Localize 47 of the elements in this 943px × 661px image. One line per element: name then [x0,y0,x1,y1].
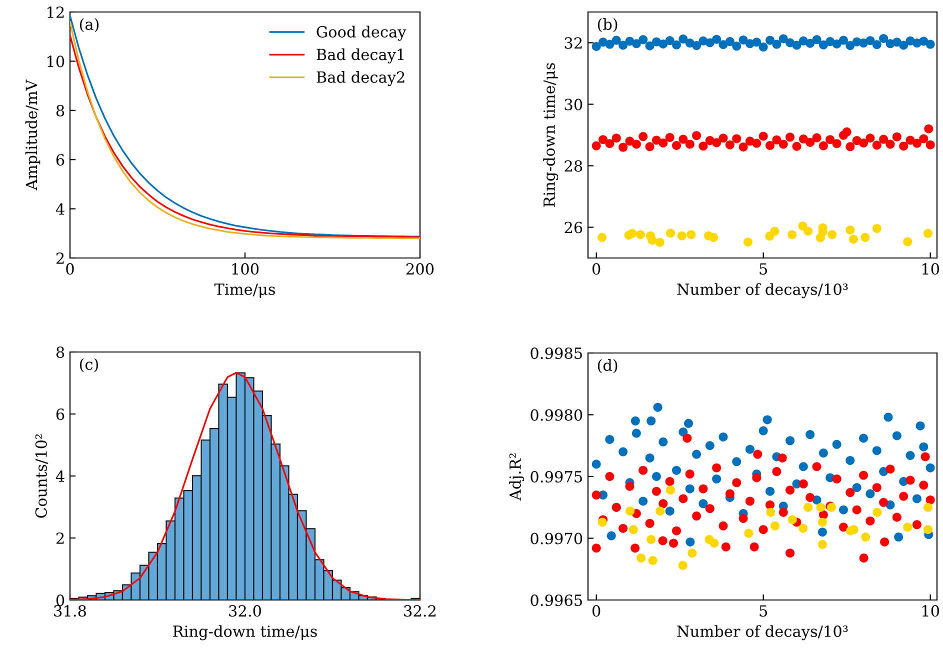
x-tick-label: 100 [232,263,259,275]
y-tick-label: 0.9975 [530,470,582,483]
y-tick-label: 2 [56,532,64,544]
y-axis-title: Amplitude/mV [25,80,40,190]
y-tick-label: 0 [56,594,64,606]
y-axis-title: Counts/10² [35,434,48,518]
x-tick-label: 31.8 [54,605,86,617]
y-tick-label: 4 [56,203,64,215]
x-axis-title: Time/μs [214,284,275,298]
y-tick-label: 12 [48,6,64,18]
y-tick-label: 26 [564,222,582,234]
legend-label: Good decay [316,26,406,41]
y-tick-label: 30 [564,98,582,110]
y-tick-label: 0.9980 [530,409,582,421]
x-axis-title: Ring-down time/μs [173,625,317,640]
x-tick-label: 0 [592,263,600,275]
y-tick-label: 0.9985 [530,347,582,360]
y-tick-label: 8 [56,346,64,358]
annotation: (a) [80,18,99,32]
y-tick-label: 0.9965 [530,594,582,606]
x-tick-label: 32.2 [404,605,436,617]
y-tick-label: 6 [56,408,64,420]
y-tick-label: 10 [48,56,64,68]
y-tick-label: 8 [56,104,64,116]
annotation: (d) [598,359,618,374]
y-axis-title: Ring-down time/μs [543,63,558,207]
x-axis-title: Number of decays/10³ [677,625,848,640]
x-tick-label: 32.0 [229,605,261,617]
annotation: (b) [598,18,618,32]
y-axis-title: Adj.R² [509,453,524,501]
y-tick-label: 0.9970 [530,532,582,544]
annotation: (c) [80,358,98,372]
x-tick-label: 10 [922,263,940,275]
x-tick-label: 200 [406,263,434,275]
x-tick-label: 10 [922,605,940,617]
x-tick-label: 0 [592,605,600,617]
x-tick-label: 0 [66,263,74,275]
x-tick-label: 5 [760,263,768,275]
y-tick-label: 28 [564,160,582,172]
y-tick-label: 32 [564,37,582,49]
y-tick-label: 4 [56,470,64,482]
y-tick-label: 2 [56,252,64,264]
legend-label: Bad decay1 [316,48,404,64]
legend-label: Bad decay2 [316,71,404,86]
x-axis-title: Number of decays/10³ [677,283,848,298]
x-tick-label: 5 [760,605,768,617]
y-tick-label: 6 [56,154,64,166]
